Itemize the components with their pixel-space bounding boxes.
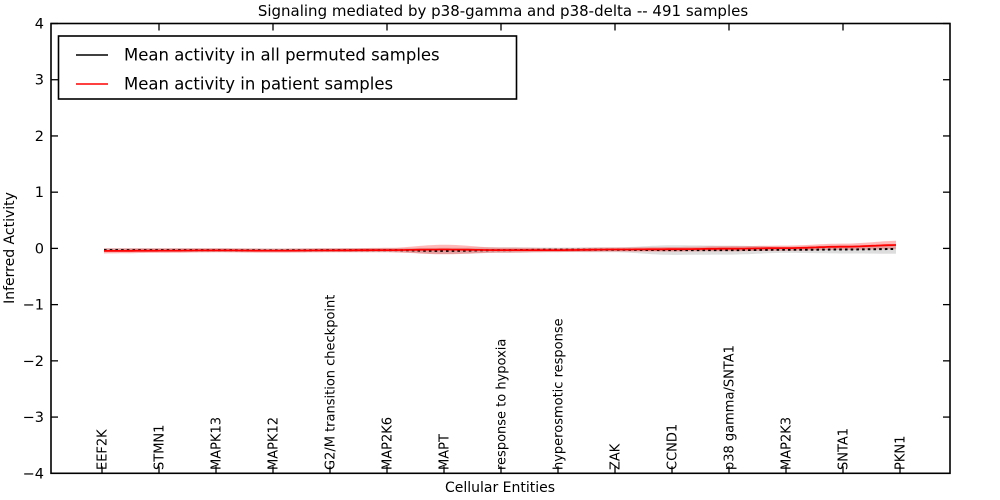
- legend-box: [57, 35, 518, 100]
- x-tick-label: p38 gamma/SNTA1: [723, 345, 738, 470]
- axis-ticks: [51, 22, 950, 474]
- legend-label-patient: Mean activity in patient samples: [124, 75, 393, 94]
- y-tick-label: −4: [23, 466, 44, 482]
- y-tick-label: 3: [35, 73, 44, 89]
- x-tick-label: PKN1: [894, 436, 909, 470]
- x-tick-label: MAPK12: [267, 417, 282, 470]
- y-tick-label: −3: [23, 410, 44, 426]
- y-tick-label: −2: [23, 354, 44, 370]
- x-tick-label: STMN1: [153, 425, 168, 470]
- x-tick-label: MAP2K3: [780, 417, 795, 470]
- x-axis-label: Cellular Entities: [445, 480, 555, 496]
- plot-frame: [50, 22, 951, 475]
- chart-title: Signaling mediated by p38-gamma and p38-…: [258, 2, 749, 20]
- y-tick-label: 0: [35, 241, 44, 257]
- x-tick-label: MAPT: [438, 434, 453, 470]
- x-tick-label: hyperosmotic response: [552, 318, 567, 470]
- data-series: [104, 244, 897, 252]
- y-tick-label: 4: [35, 17, 44, 33]
- plot-area: 4 3 2 1 0 −1 −2 −3 −4 EEF2K STMN1 MAPK13 MAPK12 G2/M…: [23, 17, 951, 483]
- x-tick-label: SNTA1: [837, 428, 852, 470]
- y-tick-label: −1: [23, 298, 44, 314]
- y-tick-label: 2: [35, 129, 44, 145]
- x-tick-label: MAP2K6: [381, 417, 396, 470]
- x-tick-label: response to hypoxia: [495, 339, 510, 470]
- legend: Mean activity in all permuted samples Me…: [57, 35, 518, 100]
- y-axis-label: Inferred Activity: [2, 192, 18, 304]
- x-tick-label: ZAK: [609, 443, 624, 470]
- series-patient-mean: [104, 244, 897, 252]
- x-tick-label: EEF2K: [96, 429, 111, 470]
- x-tick-label: CCND1: [666, 424, 681, 470]
- x-tick-label: G2/M transition checkpoint: [324, 295, 339, 470]
- y-tick-label: 1: [35, 185, 44, 201]
- x-tick-labels: EEF2K STMN1 MAPK13 MAPK12 G2/M transition ch…: [96, 295, 909, 470]
- legend-label-permuted: Mean activity in all permuted samples: [124, 46, 440, 65]
- y-tick-labels: 4 3 2 1 0 −1 −2 −3 −4: [23, 17, 44, 483]
- x-tick-label: MAPK13: [210, 417, 225, 470]
